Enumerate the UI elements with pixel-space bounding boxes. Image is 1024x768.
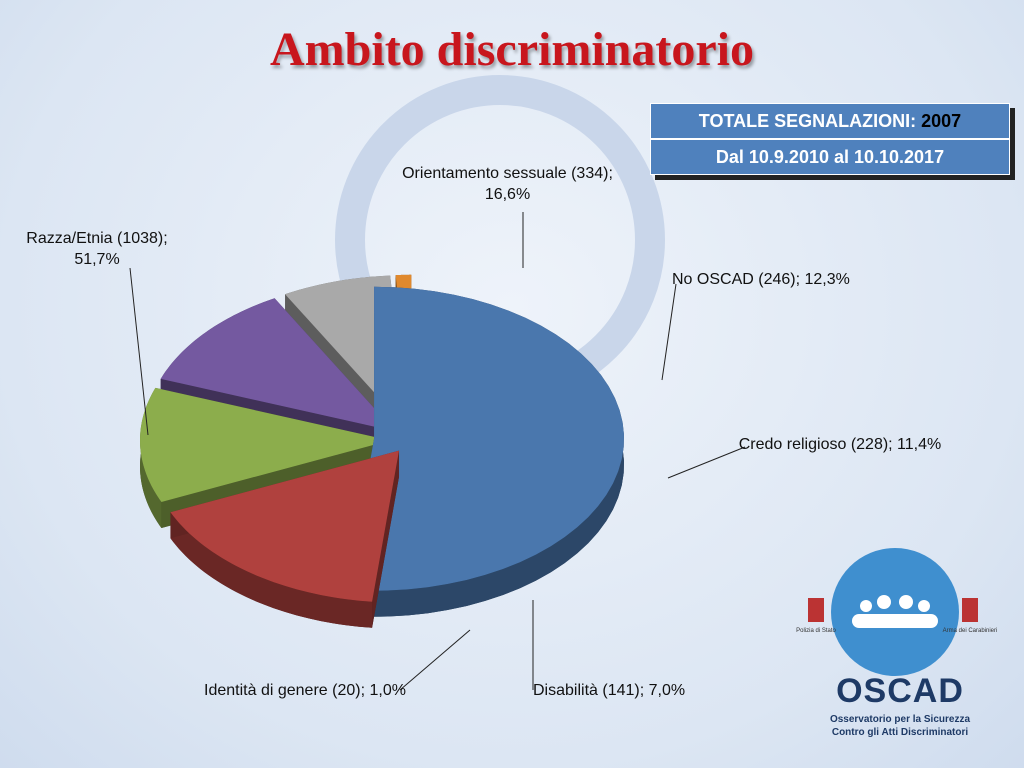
logo-right: Arma dei Carabinieri	[942, 628, 998, 634]
leader-line	[667, 446, 746, 479]
total-value: 2007	[921, 111, 962, 131]
emblem-right	[962, 598, 978, 622]
slice-wall	[170, 512, 373, 628]
logo-left: Polizia di Stato	[796, 628, 836, 634]
data-label: Identità di genere (20); 1,0%	[200, 680, 410, 701]
value-label: (228); 11,4%	[850, 436, 942, 453]
value-label: (141); 7,0%	[602, 682, 686, 699]
data-label: No OSCAD (246); 12,3%	[672, 269, 902, 290]
chart-title: Ambito discriminatorio	[270, 23, 754, 76]
total-box: TOTALE SEGNALAZIONI: 2007 Dal 10.9.2010 …	[650, 103, 1010, 175]
logo-line: Contro gli Atti Discriminatori	[831, 727, 969, 738]
logo-line: Osservatorio per la Sicurezza	[829, 714, 971, 725]
slice	[347, 286, 624, 591]
category-label: No OSCAD	[672, 271, 754, 288]
leader-line	[129, 267, 149, 436]
slice	[140, 387, 391, 503]
period-row: Dal 10.9.2010 al 10.10.2017	[650, 139, 1010, 175]
value-label: (1038); 51,7%	[74, 230, 168, 268]
data-label: Razza/Etnia (1038); 51,7%	[12, 228, 182, 270]
category-label: Identità di genere	[204, 682, 328, 699]
period: Dal 10.9.2010 al 10.10.2017	[715, 147, 945, 167]
data-label: Disabilità (141); 7,0%	[533, 680, 763, 701]
leader-line	[399, 629, 471, 691]
emblem-left	[808, 598, 824, 622]
slice	[160, 298, 396, 432]
category-label: Orientamento sessuale	[402, 165, 567, 182]
data-label: Credo religioso (228); 11,4%	[735, 434, 945, 455]
logo-name: OSCAD	[836, 672, 964, 710]
category-label: Disabilità	[533, 682, 598, 699]
total-label: TOTALE SEGNALAZIONI:	[698, 111, 917, 131]
category-label: Credo religioso	[738, 436, 847, 453]
total-row: TOTALE SEGNALAZIONI: 2007	[650, 103, 1010, 139]
logo-circle	[831, 548, 959, 676]
value-label: (20); 1,0%	[332, 682, 406, 699]
value-label: (246); 12,3%	[758, 271, 850, 288]
value-label: (334); 16,6%	[484, 165, 613, 203]
data-label: Orientamento sessuale (334); 16,6%	[400, 163, 615, 205]
category-label: Razza/Etnia	[26, 230, 113, 247]
logo-people	[852, 595, 938, 628]
leader-line	[661, 283, 677, 381]
slice	[170, 450, 400, 602]
